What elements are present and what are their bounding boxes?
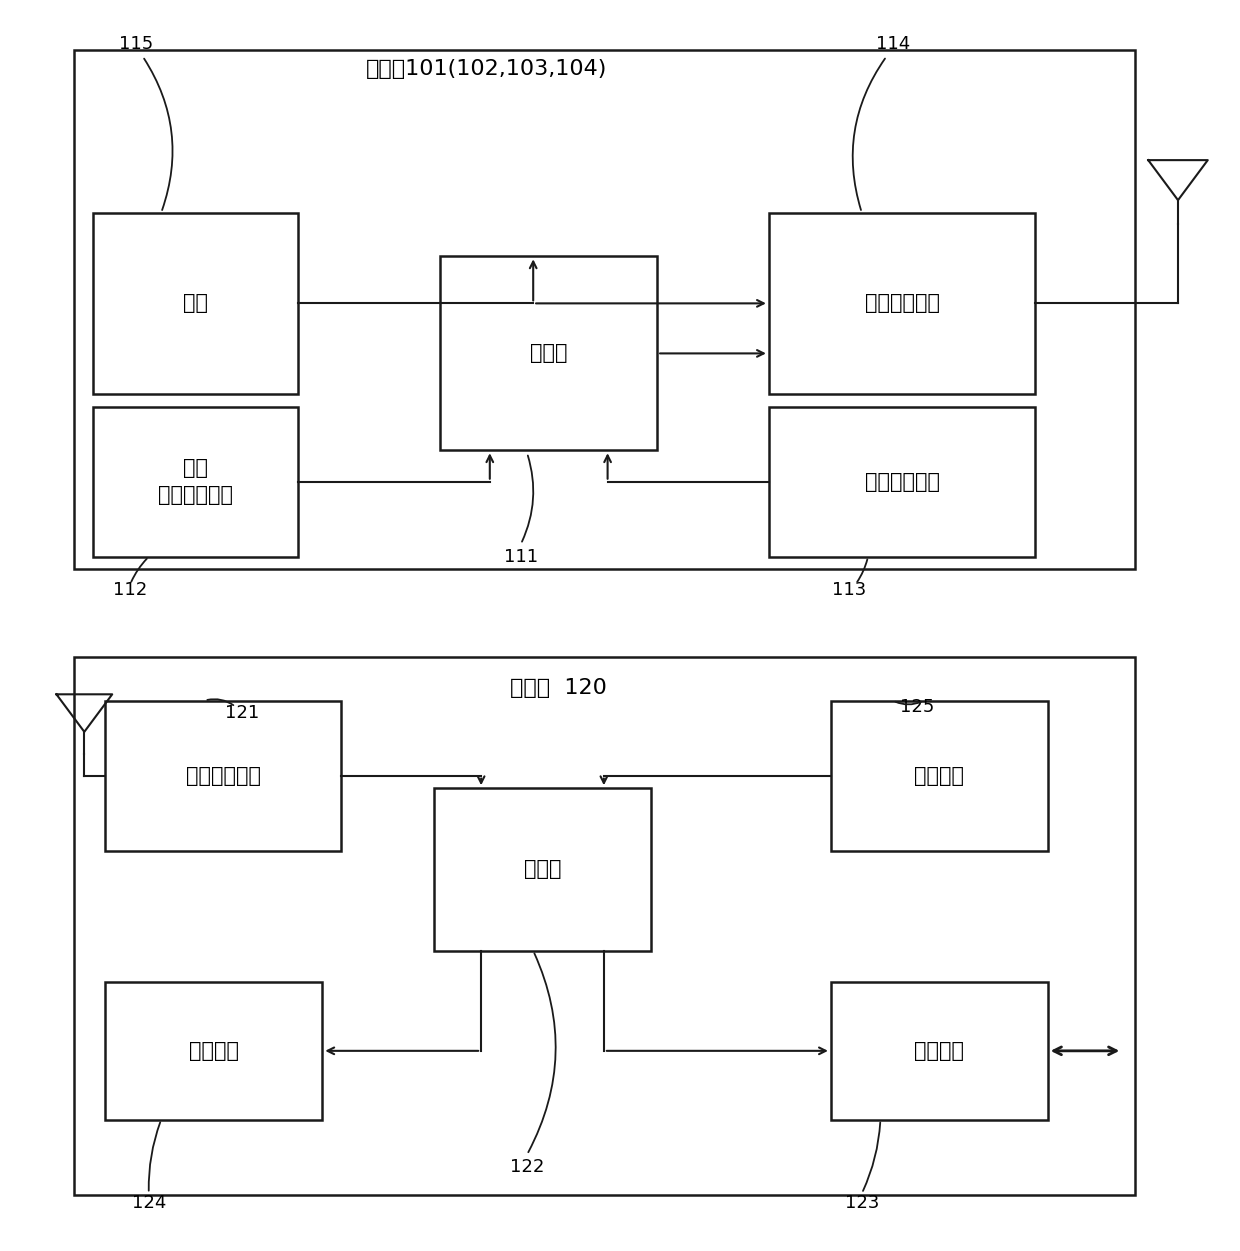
Text: 存储模块: 存储模块 [188, 1041, 239, 1061]
Bar [831, 701, 1048, 851]
Bar [769, 213, 1035, 394]
Text: 121: 121 [224, 704, 259, 722]
Text: 125: 125 [900, 698, 935, 716]
Text: 处理器: 处理器 [529, 344, 568, 363]
Bar [105, 701, 341, 851]
Text: 112: 112 [113, 582, 148, 599]
Bar [440, 256, 657, 450]
Text: 发射机101(102,103,104): 发射机101(102,103,104) [366, 59, 608, 79]
Text: 压力
和温度传感器: 压力 和温度传感器 [157, 458, 233, 505]
Text: 123: 123 [844, 1195, 879, 1212]
Bar [93, 213, 298, 394]
Text: 122: 122 [510, 1158, 544, 1176]
Text: 115: 115 [119, 35, 154, 53]
Text: 射频接收模块: 射频接收模块 [186, 766, 260, 786]
Bar [769, 407, 1035, 557]
Bar [93, 407, 298, 557]
Text: 接收机  120: 接收机 120 [510, 678, 606, 698]
Bar [74, 657, 1135, 1195]
Text: 124: 124 [131, 1195, 166, 1212]
Bar [105, 982, 322, 1120]
Text: 电池: 电池 [182, 294, 208, 313]
Text: 113: 113 [832, 582, 867, 599]
Text: 通信模块: 通信模块 [914, 1041, 965, 1061]
Text: 电源模块: 电源模块 [914, 766, 965, 786]
Text: 111: 111 [503, 548, 538, 565]
Bar [831, 982, 1048, 1120]
Text: 加速度传感器: 加速度传感器 [864, 472, 940, 492]
Bar [434, 788, 651, 951]
Bar [74, 50, 1135, 569]
Text: 射频发射模块: 射频发射模块 [864, 294, 940, 313]
Text: 114: 114 [875, 35, 910, 53]
Text: 处理器: 处理器 [523, 859, 562, 879]
